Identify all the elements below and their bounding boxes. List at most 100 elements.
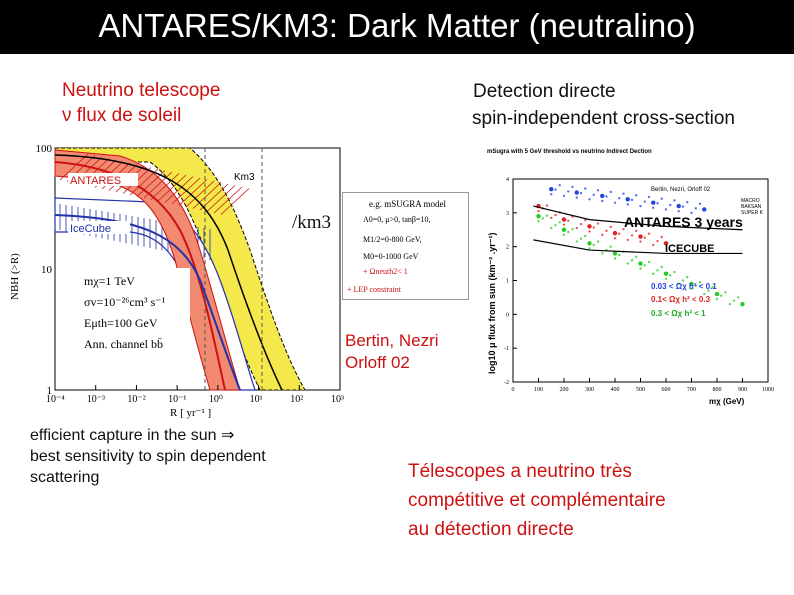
scatter-dot-0 xyxy=(584,187,587,190)
left-xtick-label: 10⁰ xyxy=(209,394,223,405)
scatter-dot-0 xyxy=(647,195,651,199)
antares-hatch-line xyxy=(129,168,159,196)
scatter-dot-2 xyxy=(690,287,693,291)
left-xtick-label: 10¹ xyxy=(250,394,263,405)
legend-3: 0.3 < Ωχ h² < 1 xyxy=(651,309,706,318)
antares-hatch-line xyxy=(178,179,208,206)
reference-line-1 xyxy=(533,239,743,255)
scatter-dot-0 xyxy=(554,188,557,191)
bottom-right-line3: au détection directe xyxy=(408,519,574,540)
bottom-right-line2: compétitive et complémentaire xyxy=(408,490,666,511)
scatter-dot-2 xyxy=(575,240,578,243)
left-xtick-label: 10⁻² xyxy=(127,394,145,405)
scatter-dot-2 xyxy=(660,265,663,269)
scatter-dot-0 xyxy=(622,192,625,195)
scatter-dot-2 xyxy=(592,243,595,247)
antares-label-bg xyxy=(68,173,138,186)
scatter-dot-2 xyxy=(571,227,574,231)
left-xtick-label: 10⁻³ xyxy=(87,394,105,405)
superk-label: SUPER K xyxy=(741,210,764,216)
right-xtick-label: 900 xyxy=(738,387,747,393)
right-xtick-label: 1000 xyxy=(762,387,774,393)
scatter-dot-0 xyxy=(694,207,697,210)
scatter-dot-1 xyxy=(656,239,659,243)
scatter-dot-0 xyxy=(643,200,646,203)
scatter-dot-0 xyxy=(673,199,676,202)
scatter-dot-2 xyxy=(545,214,549,217)
scatter-dot-0 xyxy=(639,204,642,208)
scatter-point-0 xyxy=(676,203,681,209)
param-box xyxy=(60,268,190,376)
scatter-dot-0 xyxy=(562,194,566,198)
left-ytick-label: 1 xyxy=(47,385,53,397)
scatter-dot-1 xyxy=(554,213,557,217)
param-mass: mχ=1 TeV xyxy=(84,274,135,288)
scatter-dot-2 xyxy=(728,302,731,306)
scatter-dot-2 xyxy=(698,280,702,284)
scatter-dot-0 xyxy=(698,202,702,206)
scatter-point-2 xyxy=(714,291,720,297)
left-xlabel: R [ yr⁻¹ ] xyxy=(170,407,211,419)
scatter-dot-2 xyxy=(737,296,740,299)
scatter-dot-2 xyxy=(686,275,689,279)
antares-hatch-line xyxy=(185,180,215,208)
left-xtick-label: 10⁻⁴ xyxy=(46,394,65,405)
scatter-dot-2 xyxy=(643,264,646,267)
scatter-dot-2 xyxy=(715,297,719,301)
icecube-label: IceCube xyxy=(70,223,111,235)
left-xtick-label: 10² xyxy=(290,394,303,405)
scatter-point-2 xyxy=(587,241,592,246)
scatter-dot-1 xyxy=(550,216,553,220)
scatter-dot-0 xyxy=(588,198,591,201)
bottom-right-text: Télescopes a neutrino très compétitive e… xyxy=(408,457,666,544)
antares-hatch-line xyxy=(150,173,180,200)
slide-title: ANTARES/KM3: Dark Matter (neutralino) xyxy=(98,7,696,44)
scatter-dot-0 xyxy=(681,205,685,208)
param-sigma: σv=10⁻²⁶cm³ s⁻¹ xyxy=(84,295,166,309)
right-heading-line1: Detection directe xyxy=(473,81,616,102)
param-eth: Eμth=100 GeV xyxy=(84,316,158,330)
bottom-left-line3: scattering xyxy=(30,469,100,486)
scatter-dot-0 xyxy=(677,209,680,213)
scatter-dot-1 xyxy=(575,226,578,230)
scatter-dot-1 xyxy=(626,238,629,242)
right-xlabel: mχ (GeV) xyxy=(709,397,745,406)
right-ylabel: log10 μ flux from sun (km⁻² .yr⁻¹) xyxy=(487,232,497,374)
scatter-dot-2 xyxy=(673,270,676,274)
scatter-dot-2 xyxy=(711,286,714,289)
model-line-3: M0=0-1000 GeV xyxy=(363,252,419,261)
scatter-dot-2 xyxy=(635,255,638,259)
right-plot-frame xyxy=(512,178,769,383)
right-ytick-label: -1 xyxy=(504,346,509,352)
km3-curve xyxy=(54,154,283,391)
left-xtick-label: 10⁻¹ xyxy=(168,394,186,405)
antares-hatch-line xyxy=(220,188,250,215)
scatter-dot-0 xyxy=(652,206,655,209)
scatter-dot-2 xyxy=(681,279,685,282)
scatter-dot-1 xyxy=(562,223,566,226)
antares-hatch-line xyxy=(59,153,89,181)
scatter-dot-2 xyxy=(707,289,710,292)
antares-hatch-line xyxy=(206,185,236,212)
scatter-dot-2 xyxy=(626,262,629,265)
scatter-dot-0 xyxy=(618,196,621,200)
scatter-dot-0 xyxy=(613,201,617,204)
left-heading-line1: Neutrino telescope xyxy=(62,80,221,101)
scatter-point-2 xyxy=(561,227,567,232)
scatter-dot-1 xyxy=(567,219,570,222)
scatter-dot-0 xyxy=(690,211,693,215)
baksan-label: BAKSAN xyxy=(741,204,762,210)
antares-curve xyxy=(54,161,226,391)
scatter-dot-0 xyxy=(686,200,689,204)
scatter-dot-0 xyxy=(550,193,553,196)
antares-hatch-line xyxy=(213,186,243,214)
scatter-dot-1 xyxy=(545,204,549,207)
legend-2: 0.1< Ωχ h² < 0.3 xyxy=(651,295,711,304)
scatter-dot-2 xyxy=(630,259,634,262)
model-line-4: + Ωneuth2< 1 xyxy=(363,267,408,276)
antares-3y-label: ANTARES 3 years xyxy=(624,214,743,230)
scatter-dot-2 xyxy=(601,252,604,255)
scatter-dot-2 xyxy=(652,272,655,275)
scatter-point-2 xyxy=(663,271,669,276)
scatter-dot-0 xyxy=(669,203,672,207)
